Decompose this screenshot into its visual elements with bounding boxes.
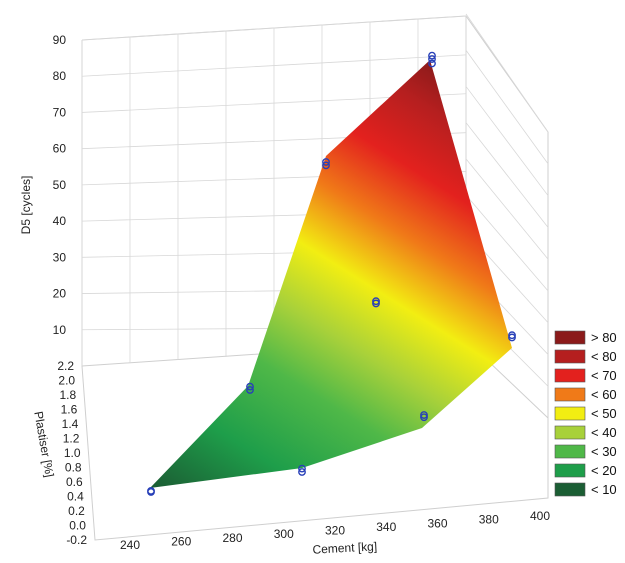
legend-swatch (554, 387, 586, 402)
y-tick-label: 0.6 (66, 475, 83, 489)
legend-label: < 10 (591, 482, 617, 497)
z-tick-label: 90 (53, 33, 67, 47)
y-tick-label: 2.2 (57, 359, 74, 373)
z-tick-label: 10 (53, 323, 67, 337)
x-tick-label: 360 (427, 516, 447, 530)
legend-swatch (554, 482, 586, 497)
y-tick-label: 1.8 (59, 388, 76, 402)
data-point (322, 161, 330, 170)
z-gridline-right (465, 13, 549, 133)
data-point (298, 468, 306, 476)
y-tick-label: 0.4 (67, 490, 84, 504)
data-point (147, 486, 155, 495)
z-gridline-right (465, 158, 549, 260)
y-tick-label: 0.8 (65, 461, 82, 475)
legend-label: < 20 (591, 463, 617, 478)
x-tick-label: 260 (171, 534, 191, 548)
y-tick-label: 0.2 (68, 504, 85, 518)
z-gridline-right (465, 86, 549, 196)
x-axis-ticks: 240 260 280 300 320 340 360 380 400 (120, 509, 550, 552)
z-axis-ticks: 10 20 30 40 50 60 70 80 90 (53, 33, 67, 337)
x-tick-label: 280 (222, 531, 242, 545)
data-point (246, 382, 254, 391)
x-tick-label: 240 (120, 538, 140, 552)
z-tick-label: 30 (53, 250, 67, 264)
x-tick-label: 400 (530, 509, 550, 523)
surface-layer (150, 60, 512, 488)
z-tick-label: 20 (53, 287, 67, 301)
legend: > 80 < 80 < 70 < 60 < 50 < 40 < 30 < 20 < 10 (554, 330, 617, 497)
z-gridline-right (465, 122, 549, 228)
x-tick-label: 300 (274, 527, 294, 541)
data-point (372, 297, 380, 306)
legend-swatch (554, 463, 586, 478)
z-gridline-right (465, 49, 549, 165)
y-axis-title: Plastiser [%] (31, 410, 56, 478)
z-axis-title: D5 [cycles] (19, 176, 33, 235)
z-gridline-right (465, 194, 549, 292)
y-axis-ticks: -0.20.00.20.40.60.81.01.21.41.61.82.02.2 (57, 359, 87, 547)
legend-label: < 80 (591, 349, 617, 364)
legend-swatch (554, 368, 586, 383)
legend-swatch (554, 330, 586, 345)
data-point (246, 386, 254, 394)
data-point (508, 333, 516, 342)
x-tick-label: 380 (479, 513, 499, 527)
y-tick-label: -0.2 (66, 533, 87, 547)
data-point (508, 331, 516, 340)
y-tick-label: 2.0 (58, 374, 75, 388)
legend-label: < 50 (591, 406, 617, 421)
data-point (428, 55, 436, 63)
legend-label: < 40 (591, 425, 617, 440)
legend-swatch (554, 425, 586, 440)
y-tick-label: 1.0 (64, 446, 81, 460)
legend-label: < 70 (591, 368, 617, 383)
data-points (147, 51, 516, 496)
surface-fill (150, 60, 512, 488)
legend-swatch (554, 444, 586, 459)
data-point (428, 51, 436, 60)
y-tick-label: 1.6 (61, 403, 78, 417)
legend-swatch (554, 406, 586, 421)
x-axis-title: Cement [kg] (312, 539, 377, 556)
data-point (420, 411, 428, 419)
x-tick-label: 340 (376, 520, 396, 534)
z-tick-label: 80 (53, 69, 67, 83)
y-tick-label: 0.0 (69, 519, 86, 533)
data-point (298, 464, 306, 473)
data-point (372, 299, 380, 308)
z-tick-label: 50 (53, 178, 67, 192)
x-tick-label: 320 (325, 524, 345, 538)
legend-label: > 80 (591, 330, 617, 345)
y-tick-label: 1.4 (62, 417, 79, 431)
z-tick-label: 40 (53, 214, 67, 228)
data-point (428, 59, 436, 68)
legend-label: < 30 (591, 444, 617, 459)
z-tick-label: 70 (53, 105, 67, 119)
legend-label: < 60 (591, 387, 617, 402)
y-tick-label: 1.2 (63, 432, 80, 446)
data-point (420, 413, 428, 422)
legend-swatch (554, 349, 586, 364)
z-tick-label: 60 (53, 142, 67, 156)
data-point (322, 158, 330, 166)
